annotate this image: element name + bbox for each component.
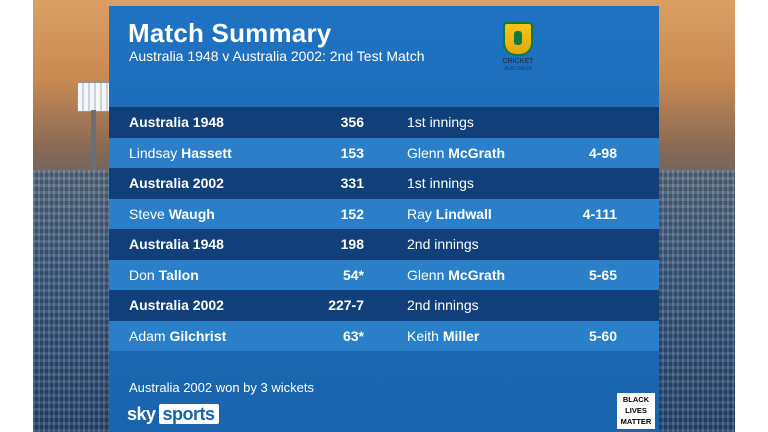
batsman-last-name: Gilchrist [169,327,227,344]
blm-line-1: BLACK [622,395,650,404]
bowler-first-name: Glenn [407,144,445,161]
cricket-australia-logo: CRICKET AUSTRALIA [498,22,538,76]
bowler-first-name: Ray [407,205,432,222]
table-row: Steve Waugh 152 Ray Lindwall 4-111 [109,198,659,229]
batsman-first-name: Don [129,266,155,283]
bowler-name: Glenn McGrath [407,267,505,283]
bowler-last-name: McGrath [448,266,506,283]
batsman-first-name: Steve [129,205,165,222]
bowler-name: Keith Miller [407,328,479,344]
blm-line-2: LIVES [625,406,647,415]
batsman-score: 153 [340,144,364,161]
batsman-name: Don Tallon [129,267,199,283]
bowling-figures: 4-111 [582,205,617,222]
page-subtitle: Australia 1948 v Australia 2002: 2nd Tes… [129,48,425,64]
sports-logo-text: sports [158,404,219,424]
crowd-right [657,170,735,432]
shield-icon [503,22,533,56]
page-title: Match Summary [128,18,332,48]
team-name: Australia 2002 [129,297,224,313]
batsman-first-name: Adam [129,327,166,344]
logo-subtext: AUSTRALIA [504,66,532,72]
table-row: Australia 2002 227-7 2nd innings [109,290,659,321]
table-row: Don Tallon 54* Glenn McGrath 5-65 [109,259,659,290]
sky-sports-logo: sky sports [127,404,219,425]
batsman-name: Lindsay Hassett [129,145,232,161]
bowler-first-name: Glenn [407,266,445,283]
innings-label: 1st innings [407,175,474,191]
batsman-first-name: Lindsay [129,144,178,161]
bowler-last-name: Miller [442,327,480,344]
bowling-figures: 5-65 [588,266,617,283]
team-score: 198 [340,236,364,252]
batsman-name: Steve Waugh [129,206,215,222]
table-row: Australia 1948 356 1st innings [109,107,659,138]
batsman-name: Adam Gilchrist [129,328,226,344]
team-score: 356 [340,114,364,130]
floodlight [77,82,111,112]
innings-label: 1st innings [407,114,474,130]
batsman-score: 152 [340,205,364,222]
innings-label: 2nd innings [407,297,479,313]
table-row: Lindsay Hassett 153 Glenn McGrath 4-98 [109,137,659,168]
innings-label: 2nd innings [407,236,479,252]
team-name: Australia 1948 [129,114,224,130]
bowler-name: Ray Lindwall [407,206,492,222]
table-row: Australia 2002 331 1st innings [109,168,659,199]
table-row: Adam Gilchrist 63* Keith Miller 5-60 [109,320,659,351]
logo-text: CRICKET [502,58,534,65]
bowling-figures: 5-60 [588,327,617,344]
team-score: 331 [340,175,364,191]
match-result: Australia 2002 won by 3 wickets [129,380,314,395]
batsman-last-name: Hassett [181,144,232,161]
bowler-name: Glenn McGrath [407,145,505,161]
team-name: Australia 2002 [129,175,224,191]
floodlight-pole [91,110,96,170]
team-score: 227-7 [328,297,364,313]
black-lives-matter-badge: BLACK LIVES MATTER [617,393,655,429]
team-name: Australia 1948 [129,236,224,252]
blm-line-3: MATTER [620,417,652,426]
batsman-score: 63* [342,327,364,344]
scorecard-table: Australia 1948 356 1st innings Lindsay H… [109,107,659,351]
batsman-last-name: Tallon [158,266,199,283]
bowler-last-name: Lindwall [435,205,492,222]
crowd-left [33,170,113,432]
bowler-last-name: McGrath [448,144,506,161]
bowler-first-name: Keith [407,327,439,344]
batsman-last-name: Waugh [168,205,215,222]
table-row: Australia 1948 198 2nd innings [109,229,659,260]
batsman-score: 54* [342,266,364,283]
match-summary-panel: Match Summary Australia 1948 v Australia… [109,6,659,432]
bowling-figures: 4-98 [588,144,617,161]
sky-logo-text: sky [127,404,156,424]
